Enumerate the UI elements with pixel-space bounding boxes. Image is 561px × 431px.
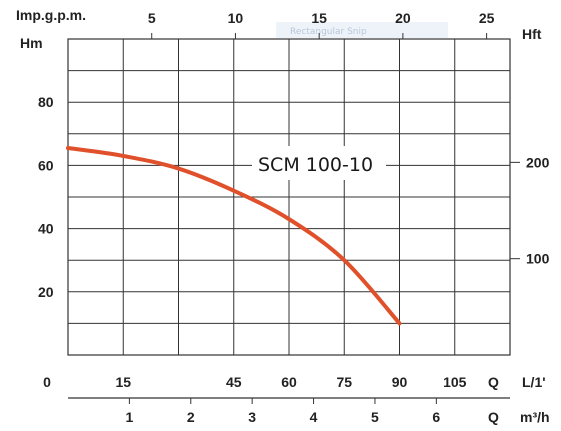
left-tick-label: 60 — [38, 157, 54, 173]
top-tick-label: 10 — [228, 10, 244, 26]
m3h-tick-label: 3 — [248, 409, 256, 425]
bottom-lpm-tick-label: 15 — [115, 374, 131, 390]
bottom-lpm-tick-label: 45 — [226, 374, 242, 390]
title-bg — [252, 146, 386, 180]
right-axis-label: Hft — [522, 26, 542, 42]
top-tick-label: 20 — [395, 10, 411, 26]
bottom-q-label-lpm: Q — [488, 374, 499, 390]
right-tick-label: 100 — [526, 251, 550, 267]
watermark-text: Rectangular Snip — [290, 27, 367, 37]
bottom-lpm-tick-label: 60 — [281, 374, 297, 390]
m3h-tick-label: 1 — [125, 409, 133, 425]
top-tick-label: 15 — [311, 10, 327, 26]
bottom-lpm-tick-label: 105 — [443, 374, 467, 390]
bottom-lpm-tick-label: 90 — [392, 374, 408, 390]
chart-title: SCM 100-10 — [258, 154, 373, 176]
left-axis-label: Hm — [20, 35, 43, 51]
top-axis-label: Imp.g.p.m. — [16, 7, 86, 23]
m3h-tick-label: 6 — [432, 409, 440, 425]
top-tick-label: 25 — [479, 10, 495, 26]
bottom-unit-label-m3h: m³/h — [520, 409, 550, 425]
bottom-lpm-tick-label: 75 — [336, 374, 352, 390]
m3h-tick-label: 2 — [187, 409, 195, 425]
m3h-tick-label: 5 — [371, 409, 379, 425]
m3h-tick-label: 4 — [310, 409, 318, 425]
series-line-curve — [66, 146, 402, 326]
left-tick-label: 40 — [38, 221, 54, 237]
bottom-lpm-tick-label: 0 — [43, 374, 51, 390]
right-tick-label: 200 — [526, 154, 550, 170]
top-tick-label: 5 — [148, 10, 156, 26]
bottom-unit-label-lpm: L/1' — [522, 374, 546, 390]
left-tick-label: 80 — [38, 94, 54, 110]
grid — [67, 38, 511, 356]
left-tick-label: 20 — [38, 284, 54, 300]
bottom-q-label-m3h: Q — [488, 409, 499, 425]
